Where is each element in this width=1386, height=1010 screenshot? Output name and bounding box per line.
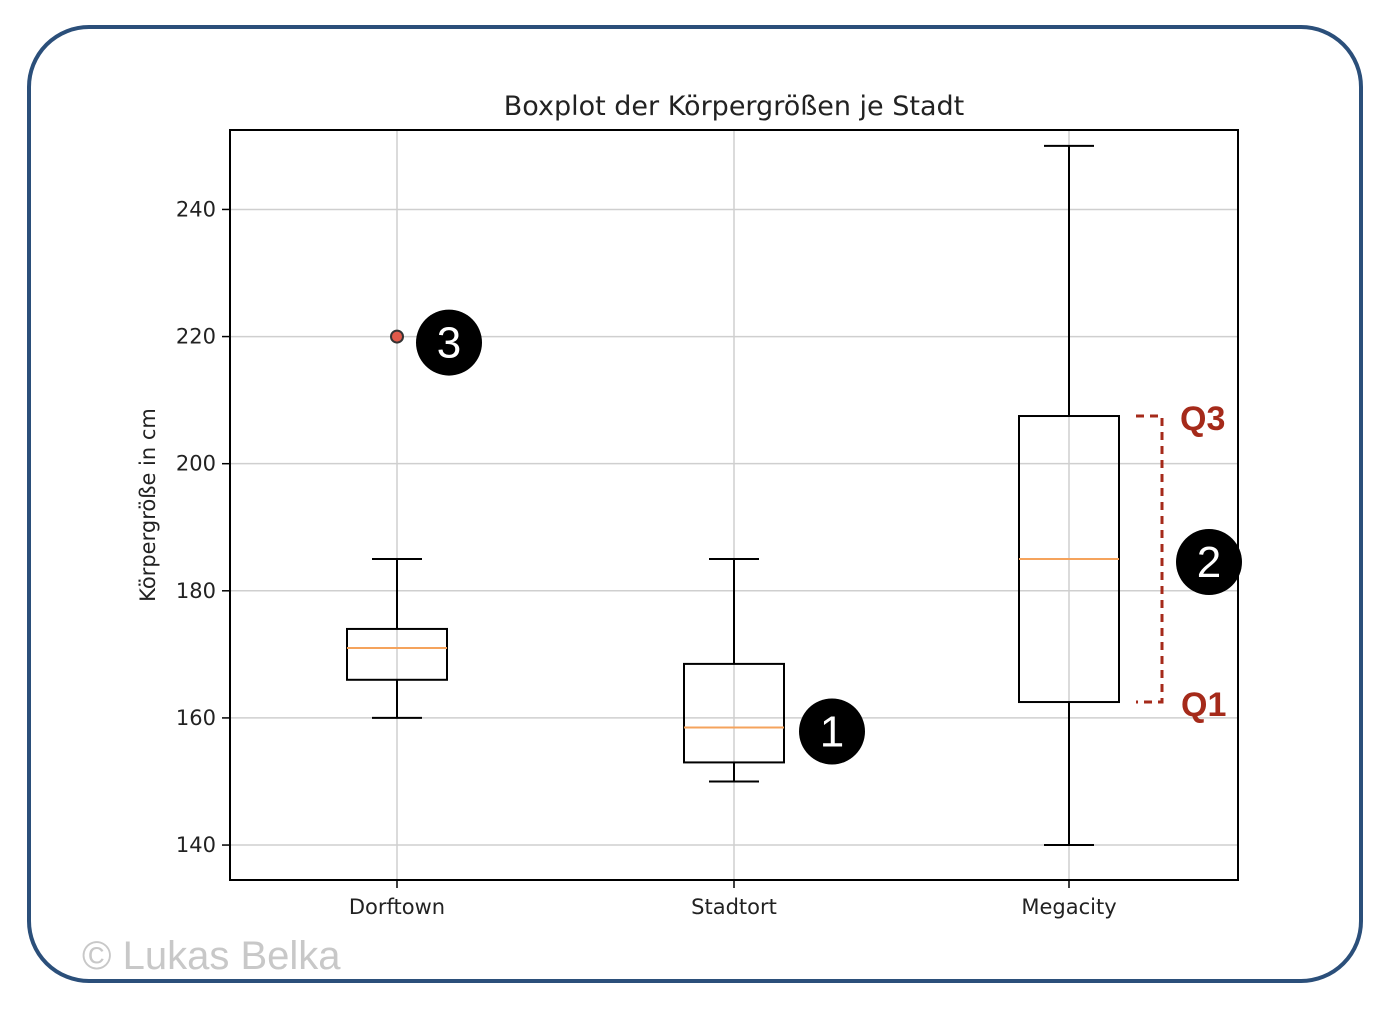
badge-1-number: 1 (820, 707, 844, 756)
badge-2: 2 (1176, 529, 1242, 596)
x-tick-label-stadtort: Stadtort (691, 895, 777, 919)
y-tick-label-140: 140 (176, 833, 216, 857)
y-tick-label-160: 160 (176, 706, 216, 730)
x-tick-label-dorftown: Dorftown (349, 895, 445, 919)
badge-3-circle (416, 309, 482, 376)
copyright-watermark: © Lukas Belka (82, 934, 341, 978)
ticks: 140 160 180 200 220 240 Dorftown Stadtort Megaci… (176, 197, 1117, 919)
box-dorftown (346, 329, 448, 719)
y-tick-label-180: 180 (176, 579, 216, 603)
q1-label: Q1 (1181, 686, 1226, 724)
badge-1: 1 (799, 698, 865, 765)
chart-title: Boxplot der Körpergrößen je Stadt (504, 91, 964, 122)
box-stadtort (683, 558, 785, 783)
boxes (346, 144, 1120, 847)
q3-label: Q3 (1180, 400, 1225, 438)
iqr-bracket (1136, 414, 1164, 704)
badge-2-circle (1176, 529, 1242, 596)
y-tick-label-200: 200 (176, 452, 216, 476)
card-frame (27, 25, 1363, 983)
badge-2-number: 2 (1197, 538, 1221, 587)
badge-1-circle (799, 698, 865, 765)
box-megacity (1018, 144, 1120, 847)
outlier-dorftown-0 (390, 329, 404, 344)
x-tick-label-megacity: Megacity (1021, 895, 1116, 919)
iqr-box-stadtort (683, 662, 785, 764)
iqr-box-dorftown (346, 627, 448, 681)
y-axis-label: Körpergröße in cm (136, 408, 160, 602)
annotations: 3 1 2 Q3 Q1 (416, 309, 1242, 765)
badge-3: 3 (416, 309, 482, 376)
y-tick-label-240: 240 (176, 197, 216, 221)
y-tick-label-220: 220 (176, 325, 216, 349)
badge-3-number: 3 (437, 319, 461, 368)
